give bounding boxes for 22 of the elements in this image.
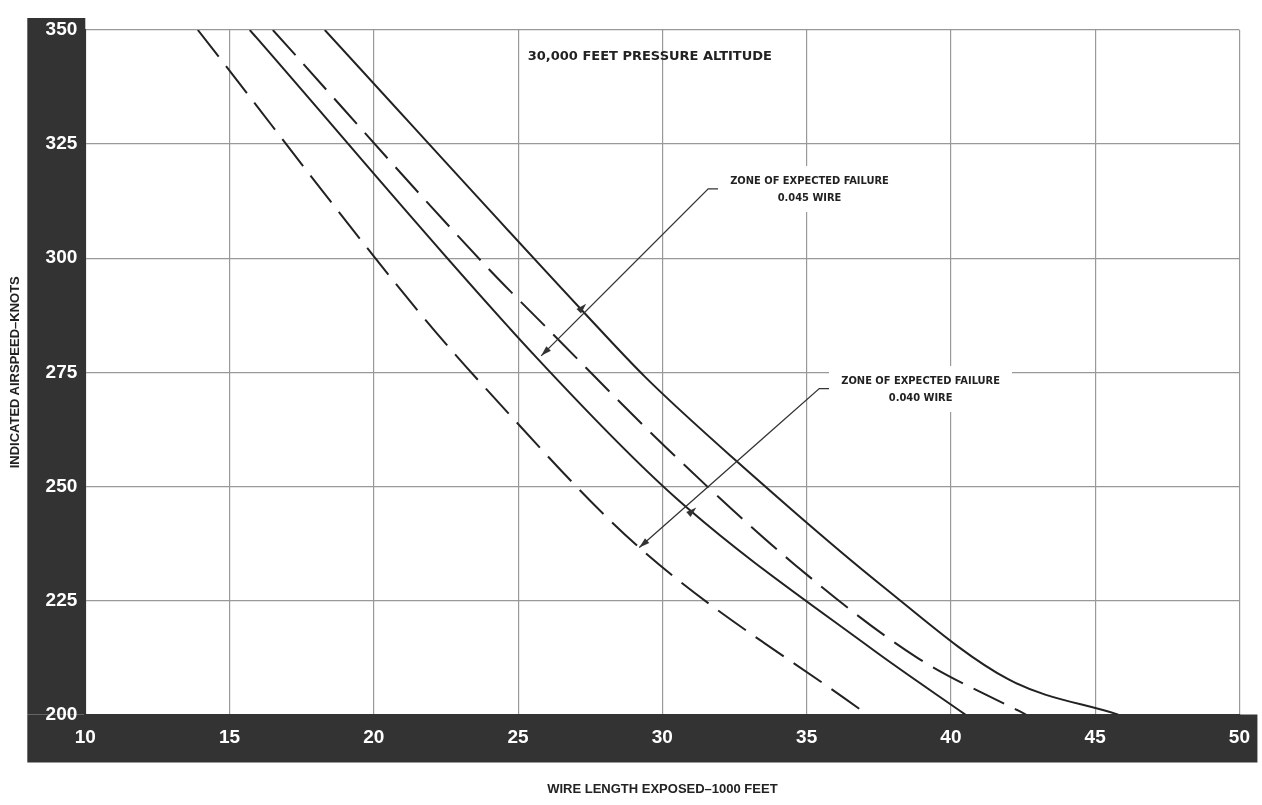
x-tick-label: 50 [1228, 726, 1250, 748]
y-tick-label: 225 [45, 588, 78, 610]
annotation: ZONE OF EXPECTED FAILURE 0.040 WIRE [829, 365, 1012, 412]
x-tick-label: 15 [219, 726, 241, 748]
x-tick-label: 35 [796, 726, 818, 748]
x-tick-label: 45 [1084, 726, 1107, 748]
line-series [323, 30, 1120, 715]
y-tick-label: 200 [45, 702, 78, 724]
y-axis-title: INDICATED AIRSPEED–KNOTS [7, 275, 23, 469]
y-tick-label: 350 [45, 18, 78, 40]
x-axis-title: WIRE LENGTH EXPOSED–1000 FEET [547, 780, 778, 796]
text: 30,000 FEET PRESSURE ALTITUDE [526, 47, 773, 65]
x-tick-label: 30 [651, 726, 673, 748]
y-tick-label: 250 [45, 474, 78, 496]
x-tick-label: 25 [507, 726, 530, 748]
x-tick-label: 10 [74, 726, 96, 748]
x-tick-label: 40 [940, 726, 962, 748]
y-tick-label: 300 [45, 246, 78, 268]
x-tick-label: 20 [363, 726, 385, 748]
y-tick-label: 325 [45, 132, 78, 154]
annotation: ZONE OF EXPECTED FAILURE 0.045 WIRE [718, 165, 901, 212]
y-tick-label: 275 [45, 360, 78, 382]
